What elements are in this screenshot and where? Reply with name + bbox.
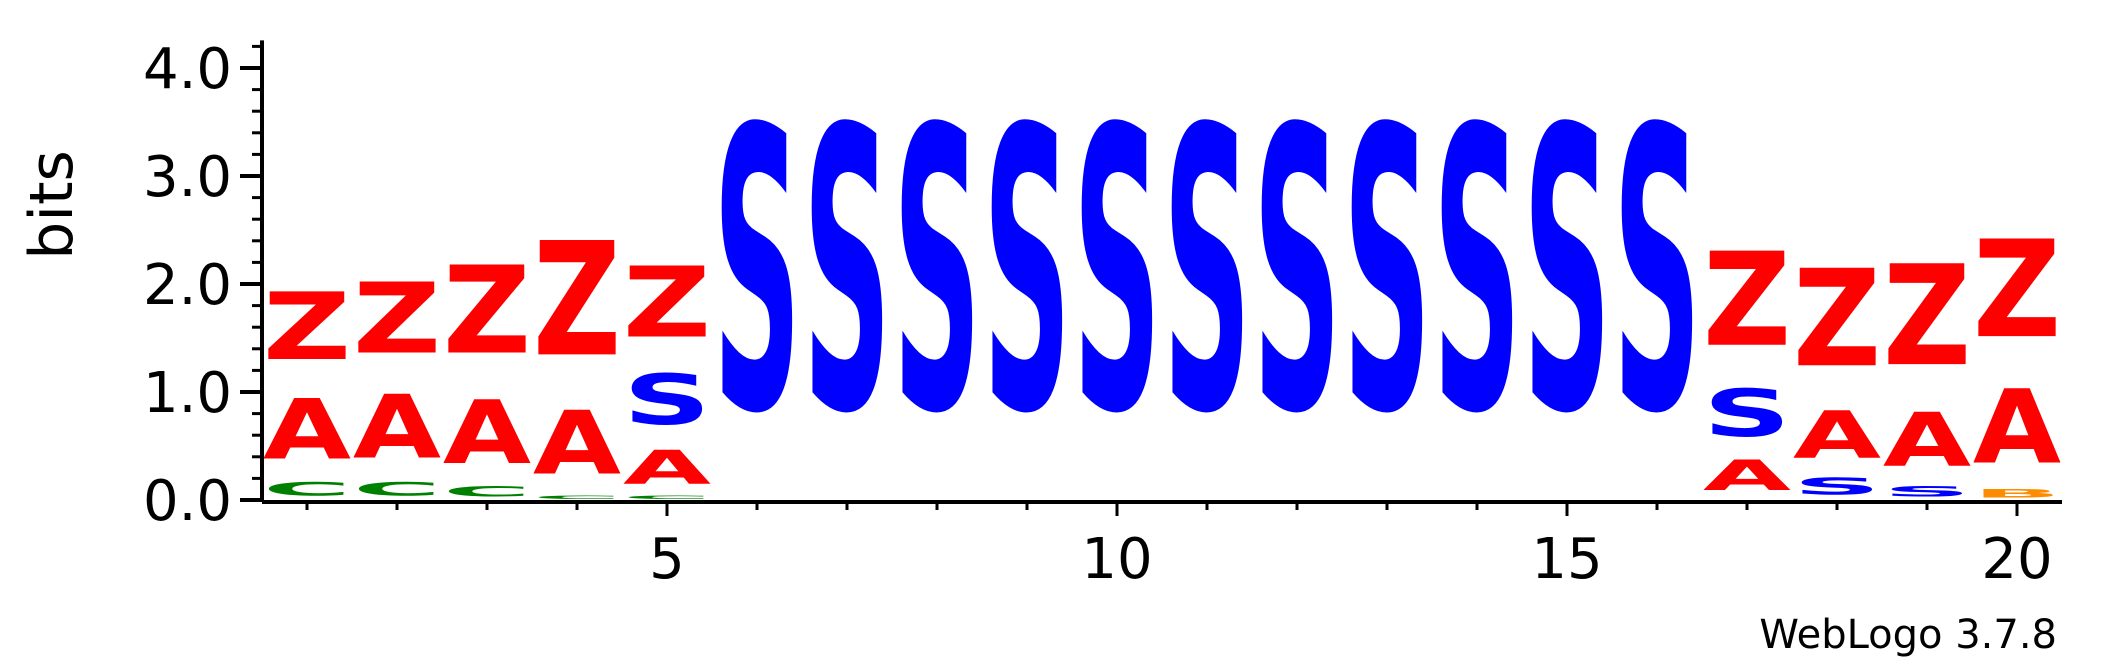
glyph-a-pos-20: A <box>1973 370 2061 488</box>
glyph-a-pos-19: A <box>1883 398 1971 484</box>
x-axis: 5 10 15 20 <box>262 500 2062 592</box>
glyph-s-pos-14: S <box>1433 47 1521 499</box>
glyph-s-pos-7: S <box>803 47 891 499</box>
glyph-a-pos-4: A <box>533 392 622 494</box>
glyph-s-pos-10: S <box>1073 47 1161 499</box>
y-tick-label: 3.0 <box>143 145 232 210</box>
x-tick-label: 20 <box>1981 527 2052 592</box>
glyph-c-pos-3: C <box>443 484 531 500</box>
glyph-z-pos-20: Z <box>1973 213 2061 369</box>
glyph-s-pos-12: S <box>1253 47 1341 499</box>
glyph-a-pos-2: A <box>353 376 442 478</box>
glyph-a-pos-5: A <box>623 441 711 495</box>
y-tick-label: 1.0 <box>143 361 232 426</box>
glyph-c-pos-4: C <box>533 495 621 500</box>
weblogo-credit: WebLogo 3.7.8 <box>1759 612 2057 658</box>
y-tick-label: 2.0 <box>143 253 232 318</box>
glyph-z-pos-2: Z <box>353 263 441 376</box>
glyph-s-pos-5: S <box>623 361 711 441</box>
glyph-a-pos-1: A <box>263 381 351 478</box>
glyph-s-pos-11: S <box>1163 47 1251 499</box>
y-tick-label: 4.0 <box>143 37 232 102</box>
glyph-a-pos-17: A <box>1703 452 1791 500</box>
y-axis-label: bits <box>17 150 87 260</box>
glyph-s-pos-16: S <box>1613 47 1701 499</box>
glyph-z-pos-3: Z <box>443 242 531 381</box>
x-tick-label: 5 <box>649 527 685 592</box>
glyph-s-pos-17: S <box>1703 376 1791 451</box>
y-tick-label: 0.0 <box>143 469 232 534</box>
glyph-s-pos-18: S <box>1793 473 1881 500</box>
glyph-s-pos-13: S <box>1343 47 1431 499</box>
glyph-s-pos-19: S <box>1883 484 1971 500</box>
glyph-z-pos-19: Z <box>1883 236 1971 397</box>
glyph-s-pos-15: S <box>1523 47 1611 499</box>
x-tick-label: 15 <box>1531 527 1602 592</box>
glyph-a-pos-18: A <box>1793 397 1882 472</box>
glyph-a-pos-3: A <box>443 382 532 484</box>
glyph-z-pos-5: Z <box>623 246 711 359</box>
glyph-b-pos-20: B <box>1973 487 2061 500</box>
x-tick-label: 10 <box>1081 527 1152 592</box>
glyph-c-pos-2: C <box>353 479 441 500</box>
y-axis: 0.0 1.0 2.0 3.0 4.0 <box>143 37 264 534</box>
glyph-z-pos-1: Z <box>263 274 351 381</box>
glyph-s-pos-8: S <box>893 47 981 499</box>
glyph-z-pos-18: Z <box>1793 242 1881 398</box>
glyph-z-pos-17: Z <box>1703 225 1791 375</box>
glyph-z-pos-4: Z <box>533 210 621 392</box>
glyph-c-pos-1: C <box>263 479 351 500</box>
glyph-c-pos-5: C <box>623 495 711 500</box>
glyph-s-pos-6: S <box>713 47 801 499</box>
glyph-s-pos-9: S <box>983 47 1071 499</box>
